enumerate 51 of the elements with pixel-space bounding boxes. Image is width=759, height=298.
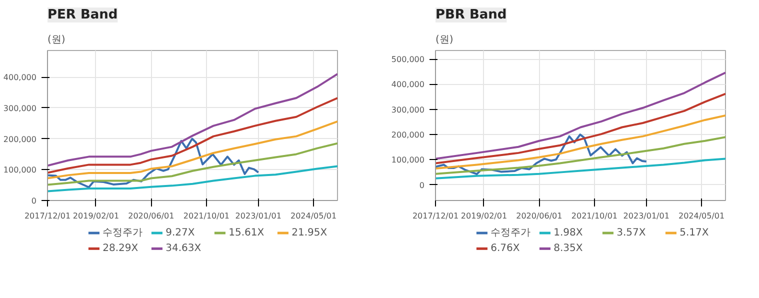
line-series xyxy=(436,134,648,176)
y-tick-label: 100,000 xyxy=(391,156,425,165)
x-tick-label: 2019/02/01 xyxy=(460,212,508,220)
y-tick-label: 200,000 xyxy=(3,134,37,144)
y-tick-label: 300,000 xyxy=(3,104,37,113)
x-tick-label: 2017/12/01 xyxy=(412,212,459,220)
line-series xyxy=(436,114,726,170)
line-series xyxy=(48,72,338,167)
y-tick-label: 0 xyxy=(419,180,425,190)
x-tick-label: 2023/01/01 xyxy=(623,212,670,220)
legend-label: 6.76X xyxy=(490,243,520,254)
line-series xyxy=(436,72,726,160)
line-series xyxy=(436,158,726,180)
chart-title: PBR Band xyxy=(436,8,507,22)
line-series xyxy=(48,97,338,174)
legend-label: 5.17X xyxy=(680,228,709,239)
y-tick-label: 100,000 xyxy=(3,166,37,175)
x-tick-label: 2021/10/01 xyxy=(571,212,618,220)
y-axis-title: (원) xyxy=(436,34,454,46)
x-tick-label: 2024/05/01 xyxy=(678,212,725,220)
legend-label: 28.29X xyxy=(102,243,138,254)
x-tick-label: 2020/06/01 xyxy=(128,212,174,220)
x-tick-label: 2019/02/01 xyxy=(72,212,120,220)
y-tick-label: 300,000 xyxy=(391,105,425,114)
legend-label: 수정주가 xyxy=(490,228,531,239)
legend-label: 9.27X xyxy=(166,228,195,239)
line-series xyxy=(436,136,726,175)
y-tick-label: 400,000 xyxy=(391,80,425,90)
legend-label: 21.95X xyxy=(292,228,328,239)
line-series xyxy=(436,92,726,164)
line-series xyxy=(48,138,260,188)
y-tick-label: 400,000 xyxy=(3,73,37,82)
y-tick-label: 500,000 xyxy=(391,55,425,64)
y-tick-label: 200,000 xyxy=(391,130,425,140)
x-tick-label: 2023/01/01 xyxy=(235,212,282,220)
legend-label: 1.98X xyxy=(554,228,583,239)
legend-label: 15.61X xyxy=(228,228,264,239)
chart-title: PER Band xyxy=(48,8,118,22)
x-tick-label: 2024/05/01 xyxy=(290,212,337,220)
y-axis-title: (원) xyxy=(48,34,66,46)
x-tick-label: 2020/06/01 xyxy=(516,212,562,220)
line-series xyxy=(48,142,338,186)
legend-label: 수정주가 xyxy=(102,228,143,239)
line-series xyxy=(48,165,338,192)
x-tick-label: 2021/10/01 xyxy=(183,212,230,220)
line-series xyxy=(48,120,338,180)
legend-label: 8.35X xyxy=(554,243,583,254)
y-tick-label: 0 xyxy=(31,196,37,206)
legend-label: 3.57X xyxy=(616,228,646,239)
legend-label: 34.63X xyxy=(166,243,202,254)
x-tick-label: 2017/12/01 xyxy=(24,212,71,220)
